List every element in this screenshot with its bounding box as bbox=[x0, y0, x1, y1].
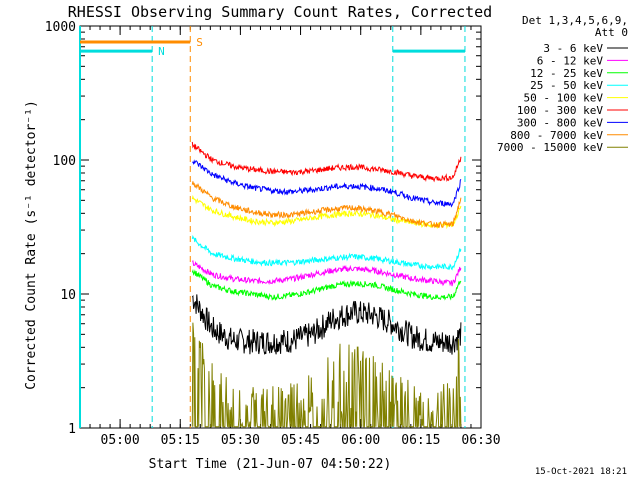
x-tick-label: 06:15 bbox=[401, 433, 440, 448]
series-line bbox=[191, 194, 462, 230]
x-axis-label: Start Time (21-Jun-07 04:50:22) bbox=[149, 457, 392, 472]
legend-label: 50 - 100 keV bbox=[524, 92, 604, 105]
chart-title: RHESSI Observing Summary Count Rates, Co… bbox=[68, 3, 492, 21]
flag-label: N bbox=[158, 45, 165, 58]
legend-header-line-1: Det 1,3,4,5,6,9, bbox=[522, 14, 628, 27]
series-line bbox=[191, 181, 462, 229]
x-tick-label: 05:15 bbox=[161, 433, 200, 448]
legend-label: 100 - 300 keV bbox=[517, 104, 603, 117]
y-tick-label: 1 bbox=[68, 422, 76, 437]
series-line bbox=[192, 260, 462, 287]
legend-label: 6 - 12 keV bbox=[537, 54, 604, 67]
series-line bbox=[191, 322, 462, 429]
legend-header-line-2: Att 0 bbox=[595, 26, 628, 39]
x-tick-label: 06:30 bbox=[461, 433, 500, 448]
legend-label: 300 - 800 keV bbox=[517, 116, 603, 129]
series-line bbox=[191, 234, 462, 271]
y-tick-label: 1000 bbox=[45, 20, 76, 35]
legend-header: Det 1,3,4,5,6,9, Att 0 bbox=[522, 14, 628, 39]
plot-frame bbox=[79, 25, 482, 429]
plot-area: 05:00 05:15 05:30 05:45 06:00 06:15 06:30 1 10 10… bbox=[45, 20, 501, 448]
legend-label: 3 - 6 keV bbox=[543, 42, 603, 55]
x-tick-label: 05:30 bbox=[221, 433, 260, 448]
y-tick-label: 10 bbox=[60, 288, 76, 303]
x-tick-label: 06:00 bbox=[341, 433, 380, 448]
series-line bbox=[191, 269, 462, 301]
legend-label: 7000 - 15000 keV bbox=[497, 141, 603, 154]
y-tick-label: 100 bbox=[53, 154, 76, 169]
x-tick-label: 05:45 bbox=[281, 433, 320, 448]
flag-label: S bbox=[196, 36, 203, 49]
legend-label: 12 - 25 keV bbox=[530, 67, 603, 80]
footer-date: 15-Oct-2021 18:21 bbox=[535, 467, 627, 477]
series-line bbox=[191, 294, 462, 356]
legend-label: 25 - 50 keV bbox=[530, 79, 603, 92]
x-tick-label: 05:00 bbox=[101, 433, 140, 448]
series-line bbox=[192, 159, 462, 208]
series-line bbox=[191, 141, 462, 183]
y-axis-label: Corrected Count Rate (s⁻¹ detector⁻¹) bbox=[24, 100, 39, 390]
legend-label: 800 - 7000 keV bbox=[510, 129, 603, 142]
